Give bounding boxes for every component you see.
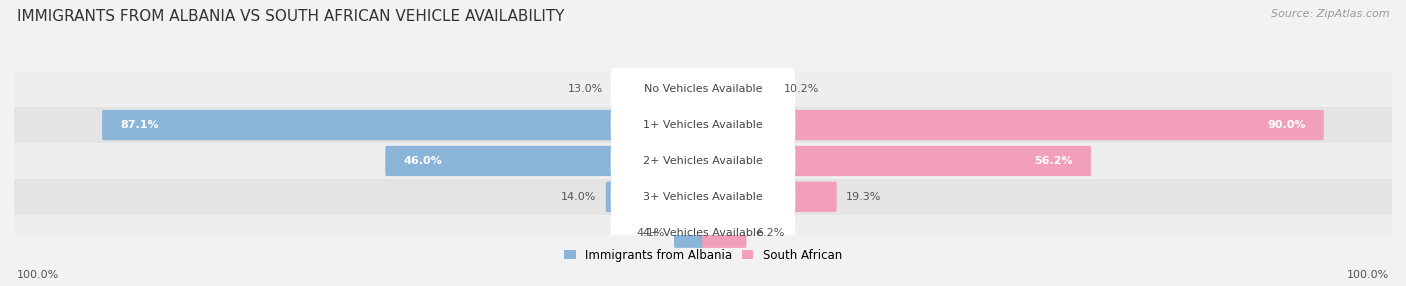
FancyBboxPatch shape [606,182,704,212]
Bar [14,179,1392,215]
Bar [14,215,1392,251]
FancyBboxPatch shape [613,74,704,104]
Text: 100.0%: 100.0% [1347,270,1389,280]
Text: 87.1%: 87.1% [120,120,159,130]
FancyBboxPatch shape [702,74,775,104]
Text: 56.2%: 56.2% [1035,156,1073,166]
Text: 46.0%: 46.0% [404,156,441,166]
Text: 13.0%: 13.0% [568,84,603,94]
Text: 6.2%: 6.2% [756,228,785,238]
FancyBboxPatch shape [702,218,747,248]
Text: 90.0%: 90.0% [1267,120,1306,130]
FancyBboxPatch shape [610,176,796,218]
FancyBboxPatch shape [610,140,796,182]
Legend: Immigrants from Albania, South African: Immigrants from Albania, South African [564,249,842,262]
Text: Source: ZipAtlas.com: Source: ZipAtlas.com [1271,9,1389,19]
Bar [14,143,1392,179]
Text: 100.0%: 100.0% [17,270,59,280]
FancyBboxPatch shape [702,110,1324,140]
Text: 3+ Vehicles Available: 3+ Vehicles Available [643,192,763,202]
FancyBboxPatch shape [610,68,796,110]
FancyBboxPatch shape [610,212,796,254]
Text: 14.0%: 14.0% [561,192,596,202]
Text: 4+ Vehicles Available: 4+ Vehicles Available [643,228,763,238]
FancyBboxPatch shape [702,146,1091,176]
Bar [14,107,1392,143]
Text: No Vehicles Available: No Vehicles Available [644,84,762,94]
Text: 10.2%: 10.2% [783,84,818,94]
FancyBboxPatch shape [610,104,796,146]
FancyBboxPatch shape [702,182,837,212]
Text: 19.3%: 19.3% [846,192,882,202]
Text: 2+ Vehicles Available: 2+ Vehicles Available [643,156,763,166]
FancyBboxPatch shape [103,110,704,140]
FancyBboxPatch shape [385,146,704,176]
Bar [14,71,1392,107]
FancyBboxPatch shape [673,218,704,248]
Text: 1+ Vehicles Available: 1+ Vehicles Available [643,120,763,130]
Text: 4.1%: 4.1% [636,228,665,238]
Text: IMMIGRANTS FROM ALBANIA VS SOUTH AFRICAN VEHICLE AVAILABILITY: IMMIGRANTS FROM ALBANIA VS SOUTH AFRICAN… [17,9,564,23]
